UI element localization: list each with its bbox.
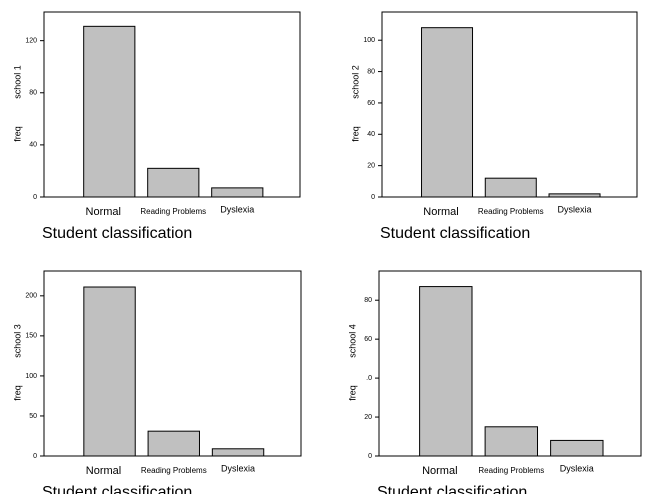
x-tick-label: Dyslexia — [558, 204, 592, 214]
x-axis-label: Student classification — [42, 225, 192, 242]
x-tick-label: Normal — [422, 465, 457, 477]
bar — [484, 177, 537, 198]
x-tick-label: Normal — [423, 206, 458, 218]
y-tick-label: 100 — [363, 37, 375, 44]
y-tick-label: 200 — [25, 293, 37, 300]
bar — [147, 430, 200, 457]
plot-frame — [381, 11, 638, 198]
y-tick-label: .0 — [366, 375, 372, 382]
bar — [211, 187, 264, 198]
y-axis-title: school 4 — [347, 324, 357, 358]
x-tick-label: Dyslexia — [220, 204, 254, 214]
x-tick-label: Reading Problems — [478, 466, 544, 475]
x-tick-label: Normal — [86, 206, 121, 218]
y-tick-label: 80 — [29, 90, 37, 97]
bar — [83, 286, 136, 457]
y-tick-label: 0 — [33, 453, 37, 460]
y-tick-label: 60 — [367, 100, 375, 107]
y-tick-label: 80 — [367, 68, 375, 75]
y-tick-label: 60 — [364, 336, 372, 343]
y-axis-title: school 3 — [12, 324, 22, 358]
y-tick-label: 40 — [367, 131, 375, 138]
x-tick-label: Reading Problems — [141, 466, 207, 475]
bar — [147, 167, 200, 198]
y-axis-label: freq — [12, 385, 22, 401]
plot-frame — [43, 270, 302, 457]
bar — [550, 439, 604, 457]
y-axis-title: school 1 — [12, 65, 22, 99]
x-tick-label: Dyslexia — [560, 463, 594, 473]
y-tick-label: 100 — [25, 373, 37, 380]
bar — [419, 286, 473, 457]
y-tick-label: 0 — [33, 194, 37, 201]
bar — [548, 193, 601, 198]
y-tick-label: 150 — [25, 333, 37, 340]
x-tick-label: Reading Problems — [478, 207, 544, 216]
x-tick-label: Reading Problems — [140, 207, 206, 216]
y-tick-label: 20 — [364, 414, 372, 421]
x-axis-label: Student classification — [377, 484, 527, 494]
x-axis-label: Student classification — [42, 484, 192, 494]
x-axis-label: Student classification — [380, 225, 530, 242]
y-tick-label: 120 — [25, 38, 37, 45]
y-tick-label: 80 — [364, 297, 372, 304]
bar — [211, 448, 265, 457]
bar — [83, 25, 136, 198]
x-tick-label: Dyslexia — [221, 463, 255, 473]
y-tick-label: 40 — [29, 142, 37, 149]
bar — [484, 426, 539, 457]
y-tick-label: 20 — [367, 162, 375, 169]
y-tick-label: 50 — [29, 413, 37, 420]
y-axis-label: freq — [347, 385, 357, 401]
bar — [421, 27, 474, 198]
x-tick-label: Normal — [86, 465, 121, 477]
y-tick-label: 0 — [371, 194, 375, 201]
y-axis-label: freq — [12, 126, 22, 142]
y-axis-label: freq — [350, 126, 360, 142]
y-axis-title: school 2 — [350, 65, 360, 99]
y-tick-label: 0 — [368, 453, 372, 460]
